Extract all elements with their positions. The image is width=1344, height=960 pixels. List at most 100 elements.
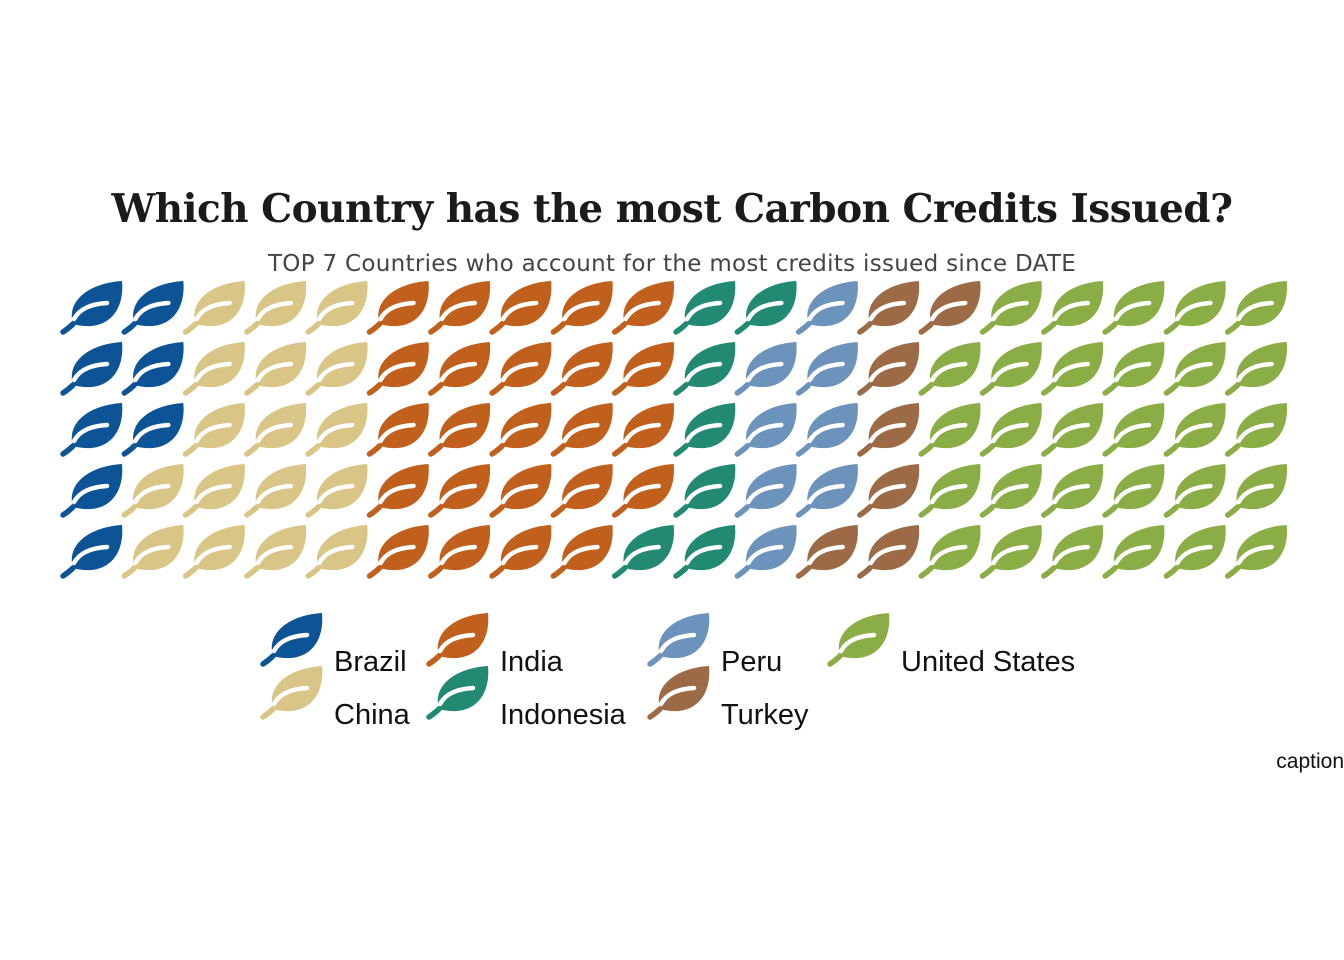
leaf-icon-india xyxy=(366,464,429,518)
leaf-icon-india xyxy=(428,342,491,396)
legend-label-indonesia: Indonesia xyxy=(500,699,627,731)
leaf-icon-india xyxy=(366,281,429,335)
leaf-icon-indonesia xyxy=(611,525,674,579)
leaf-icon-brazil xyxy=(60,403,123,457)
leaf-icon-turkey xyxy=(857,403,920,457)
chart-caption: caption xyxy=(1276,750,1344,773)
leaf-icon-india xyxy=(611,342,674,396)
leaf-icon-india xyxy=(611,281,674,335)
leaf-icon-peru xyxy=(734,403,797,457)
leaf-icon-china xyxy=(244,342,307,396)
leaf-icon-india xyxy=(489,403,552,457)
leaf-icon-united-states xyxy=(1102,342,1165,396)
leaf-icon-brazil xyxy=(121,403,184,457)
leaf-icon-peru xyxy=(795,281,858,335)
leaf-icon-china xyxy=(121,464,184,518)
leaf-icon-india xyxy=(428,464,491,518)
leaf-icon-united-states xyxy=(1224,403,1287,457)
legend-key-peru xyxy=(647,613,710,667)
leaf-icon-china xyxy=(182,281,245,335)
leaf-icon-united-states xyxy=(1224,525,1287,579)
leaf-icon-united-states xyxy=(1102,525,1165,579)
leaf-icon-united-states xyxy=(1041,342,1104,396)
leaf-icon-china xyxy=(305,464,368,518)
leaf-icon-india xyxy=(550,342,613,396)
leaf-icon-china xyxy=(305,342,368,396)
leaf-icon-india xyxy=(550,403,613,457)
leaf-icon-turkey xyxy=(857,525,920,579)
legend-label-turkey: Turkey xyxy=(721,699,809,731)
leaf-icon-united-states xyxy=(1102,403,1165,457)
leaf-icon-united-states xyxy=(979,342,1042,396)
leaf-icon-indonesia xyxy=(673,342,736,396)
leaf-icon-china xyxy=(182,525,245,579)
leaf-icon-india xyxy=(428,281,491,335)
leaf-icon-china xyxy=(305,403,368,457)
leaf-icon-indonesia xyxy=(734,281,797,335)
leaf-icon-united-states xyxy=(1224,342,1287,396)
leaf-icon-united-states xyxy=(1041,403,1104,457)
leaf-icon-united-states xyxy=(1041,464,1104,518)
leaf-icon-india xyxy=(611,403,674,457)
leaf-icon-united-states xyxy=(918,342,981,396)
leaf-icon-united-states xyxy=(979,403,1042,457)
legend-key-united-states xyxy=(827,613,890,667)
leaf-icon-united-states xyxy=(1224,281,1287,335)
legend-label-peru: Peru xyxy=(721,646,782,678)
leaf-icon-united-states xyxy=(979,525,1042,579)
leaf-icon-united-states xyxy=(1102,464,1165,518)
leaf-icon-india xyxy=(550,464,613,518)
leaf-icon-indonesia xyxy=(673,525,736,579)
leaf-icon-india xyxy=(489,525,552,579)
leaf-icon-turkey xyxy=(857,342,920,396)
leaf-icon-peru xyxy=(795,464,858,518)
leaf-icon-turkey xyxy=(857,281,920,335)
leaf-icon-united-states xyxy=(1163,525,1226,579)
leaf-icon-united-states xyxy=(1041,281,1104,335)
leaf-icon-brazil xyxy=(121,281,184,335)
legend-key-brazil xyxy=(260,613,323,667)
leaf-icon-brazil xyxy=(60,464,123,518)
leaf-icon-united-states xyxy=(918,525,981,579)
leaf-icon-united-states xyxy=(1163,403,1226,457)
leaf-icon-peru xyxy=(795,403,858,457)
leaf-icon-brazil xyxy=(121,342,184,396)
legend-key-india xyxy=(426,613,489,667)
leaf-icon-india xyxy=(366,525,429,579)
legend-label-united-states: United States xyxy=(901,646,1075,678)
leaf-icon-united-states xyxy=(979,281,1042,335)
leaf-icon-united-states xyxy=(1224,464,1287,518)
leaf-icon-turkey xyxy=(918,281,981,335)
leaf-icon-china xyxy=(182,342,245,396)
leaf-icon-united-states xyxy=(918,403,981,457)
leaf-icon-india xyxy=(489,342,552,396)
leaf-icon-india xyxy=(366,403,429,457)
leaf-icon-indonesia xyxy=(673,464,736,518)
leaf-icon-india xyxy=(428,525,491,579)
legend-label-china: China xyxy=(334,699,411,731)
leaf-icon-united-states xyxy=(1163,281,1226,335)
leaf-icon-india xyxy=(611,464,674,518)
leaf-icon-china xyxy=(244,525,307,579)
legend-label-brazil: Brazil xyxy=(334,646,407,678)
leaf-icon-united-states xyxy=(1102,281,1165,335)
leaf-icon-united-states xyxy=(1163,464,1226,518)
leaf-icon-united-states xyxy=(918,464,981,518)
leaf-icon-china xyxy=(305,525,368,579)
legend-key-turkey xyxy=(647,666,710,720)
leaf-icon-united-states xyxy=(1163,342,1226,396)
leaf-icon-india xyxy=(489,281,552,335)
leaf-icon-india xyxy=(366,342,429,396)
leaf-icon-turkey xyxy=(795,525,858,579)
legend-label-india: India xyxy=(500,646,564,678)
leaf-icon-turkey xyxy=(857,464,920,518)
leaf-icon-china xyxy=(121,525,184,579)
legend-key-indonesia xyxy=(426,666,489,720)
leaf-icon-china xyxy=(305,281,368,335)
leaf-icon-united-states xyxy=(979,464,1042,518)
leaf-icon-indonesia xyxy=(673,281,736,335)
leaf-icon-china xyxy=(182,464,245,518)
leaf-icon-india xyxy=(428,403,491,457)
leaf-icon-brazil xyxy=(60,525,123,579)
